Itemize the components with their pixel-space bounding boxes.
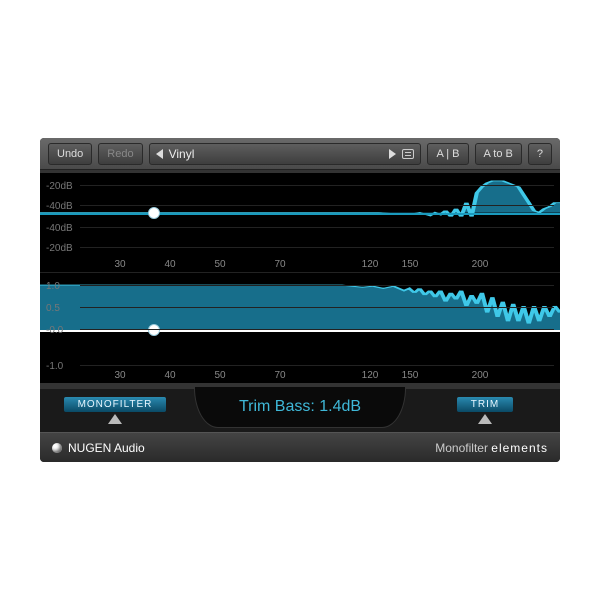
baseline-top <box>40 213 560 215</box>
toolbar: Undo Redo Vinyl A | B A to B ? <box>40 138 560 170</box>
monofilter-label: MONOFILTER <box>64 397 167 412</box>
y-axis-label: -40dB <box>46 223 73 234</box>
trim-control[interactable]: TRIM <box>410 389 560 432</box>
preset-name: Vinyl <box>169 147 384 161</box>
product-suffix: elements <box>491 441 548 455</box>
x-axis-label: 120 <box>362 370 379 381</box>
x-axis-label: 150 <box>402 370 419 381</box>
x-axis-label: 50 <box>214 370 225 381</box>
monofilter-control[interactable]: MONOFILTER <box>40 389 190 432</box>
footer: NUGEN Audio Monofilter elements <box>40 432 560 462</box>
correlation-curve-bottom <box>40 273 560 383</box>
undo-button[interactable]: Undo <box>48 143 92 165</box>
x-axis-label: 30 <box>114 259 125 270</box>
plugin-window: Undo Redo Vinyl A | B A to B ? -20dB -40d… <box>40 138 560 462</box>
y-axis-label: 1.0 <box>46 281 60 292</box>
x-axis-label: 70 <box>274 370 285 381</box>
x-axis-label: 120 <box>362 259 379 270</box>
brand-left: NUGEN Audio <box>52 441 145 455</box>
y-axis-label: -40dB <box>46 201 73 212</box>
x-axis-label: 150 <box>402 259 419 270</box>
graph-area: -20dB -40dB -40dB -20dB 30 40 50 70 120 150 200 1.… <box>40 170 560 386</box>
redo-button[interactable]: Redo <box>98 143 142 165</box>
ab-compare-button[interactable]: A | B <box>427 143 468 165</box>
y-axis-label: -20dB <box>46 243 73 254</box>
x-axis-label: 200 <box>472 259 489 270</box>
trim-label: TRIM <box>457 397 513 412</box>
baseline-bottom <box>40 330 560 332</box>
product-name: Monofilter elements <box>435 441 548 455</box>
x-axis-label: 40 <box>164 259 175 270</box>
x-axis-label: 40 <box>164 370 175 381</box>
preset-next-icon[interactable] <box>389 149 396 159</box>
x-axis-label: 30 <box>114 370 125 381</box>
trim-pointer-icon <box>478 414 492 424</box>
preset-selector[interactable]: Vinyl <box>149 143 422 165</box>
y-axis-label: -1.0 <box>46 361 63 372</box>
product-prefix: Monofilter <box>435 441 491 455</box>
x-axis-label: 50 <box>214 259 225 270</box>
x-axis-label: 70 <box>274 259 285 270</box>
preset-list-icon[interactable] <box>402 149 414 159</box>
spectrum-graph-top[interactable]: -20dB -40dB -40dB -20dB 30 40 50 70 120 150 200 <box>40 173 560 273</box>
readout-display: Trim Bass: 1.4dB <box>194 387 406 428</box>
y-axis-label: -20dB <box>46 181 73 192</box>
y-axis-label: 0.5 <box>46 303 60 314</box>
a-to-b-button[interactable]: A to B <box>475 143 522 165</box>
correlation-graph-bottom[interactable]: 1.0 0.5 -0.0 -1.0 30 40 50 70 120 150 200 <box>40 273 560 383</box>
monofilter-pointer-icon <box>108 414 122 424</box>
frequency-handle-top[interactable] <box>148 207 160 219</box>
spectrum-curve-top <box>40 173 560 272</box>
x-axis-label: 200 <box>472 370 489 381</box>
brand-logo-icon <box>52 443 62 453</box>
help-button[interactable]: ? <box>528 143 552 165</box>
preset-prev-icon[interactable] <box>156 149 163 159</box>
frequency-handle-bottom[interactable] <box>148 324 160 336</box>
y-axis-label: -0.0 <box>46 325 63 336</box>
brand-name: NUGEN Audio <box>68 441 145 455</box>
parameter-row: MONOFILTER Trim Bass: 1.4dB TRIM <box>40 386 560 432</box>
